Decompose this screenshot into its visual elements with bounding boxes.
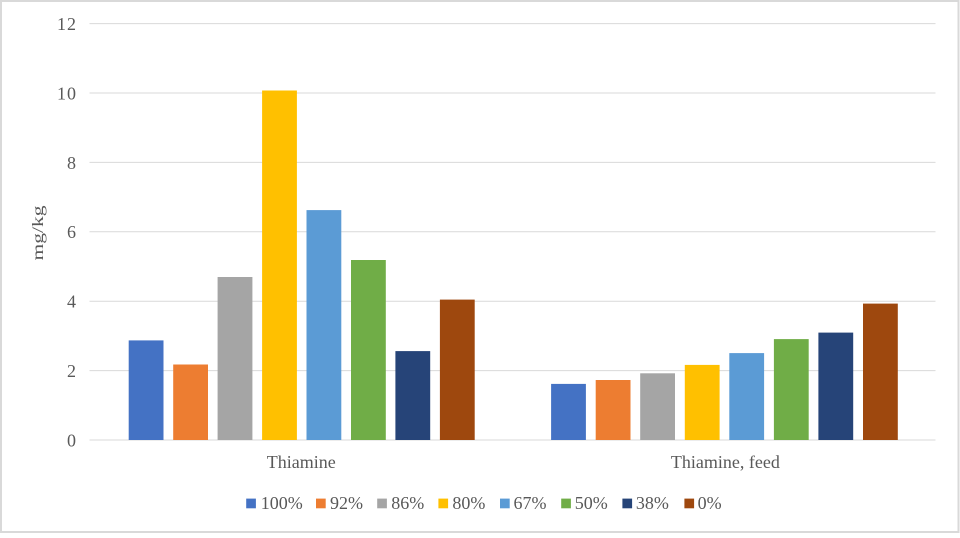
svg-text:80%: 80% <box>452 493 485 513</box>
svg-text:86%: 86% <box>391 493 424 513</box>
svg-text:10: 10 <box>57 83 77 103</box>
svg-text:Thiamine: Thiamine <box>267 452 336 472</box>
svg-text:2: 2 <box>67 361 77 381</box>
svg-text:0%: 0% <box>698 493 722 513</box>
svg-text:12: 12 <box>57 14 77 34</box>
svg-text:mg/kg: mg/kg <box>30 206 47 261</box>
svg-text:0: 0 <box>67 430 77 450</box>
svg-text:100%: 100% <box>261 493 303 513</box>
svg-text:8: 8 <box>67 153 77 173</box>
svg-text:67%: 67% <box>514 493 547 513</box>
svg-text:Thiamine, feed: Thiamine, feed <box>671 452 780 472</box>
svg-text:38%: 38% <box>636 493 669 513</box>
svg-text:4: 4 <box>67 292 77 312</box>
svg-text:6: 6 <box>67 222 77 242</box>
svg-text:92%: 92% <box>330 493 363 513</box>
svg-text:50%: 50% <box>575 493 608 513</box>
